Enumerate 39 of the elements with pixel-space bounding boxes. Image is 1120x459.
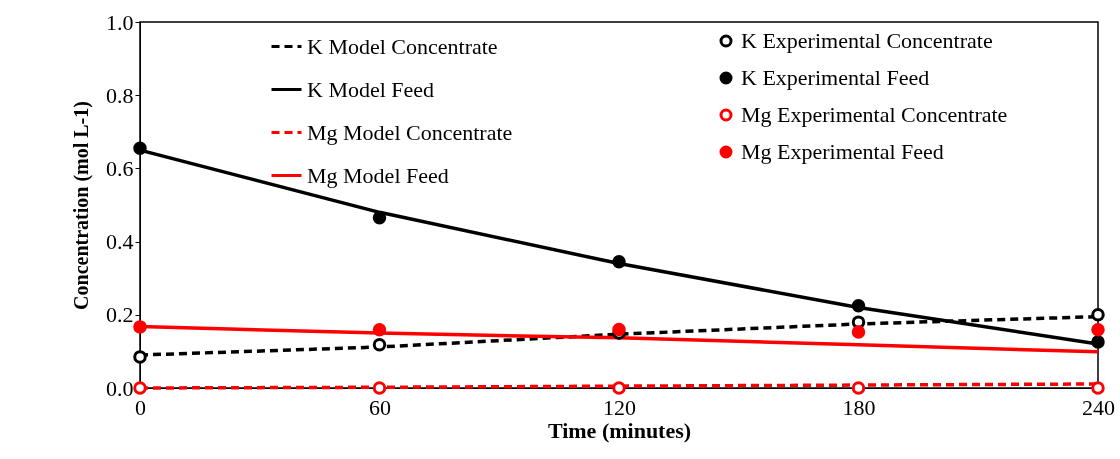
point: [612, 322, 626, 337]
legend-label: Mg Experimental Concentrate: [741, 102, 1008, 127]
legend-label: K Experimental Feed: [741, 65, 930, 90]
x-tick-label: 0: [135, 394, 146, 420]
y-tick-label: 0.2: [106, 302, 134, 328]
point: [612, 381, 626, 395]
point: [372, 323, 387, 337]
point: [851, 298, 866, 313]
y-tick-label: 0.4: [106, 229, 134, 255]
point: [851, 381, 866, 395]
y-axis-title: Concentration (mol L-1): [70, 101, 93, 310]
point: [851, 325, 866, 339]
legend-label: Mg Model Feed: [307, 162, 449, 188]
x-tick-label: 120: [603, 394, 636, 420]
point: [372, 211, 387, 225]
legend-label: K Model Concentrate: [307, 33, 498, 59]
x-axis-title: Time (minutes): [547, 417, 692, 443]
legend-label: Mg Model Concentrate: [307, 119, 513, 145]
point: [1091, 381, 1105, 395]
point: [372, 381, 387, 395]
legend-label: K Model Feed: [307, 76, 435, 102]
point: [1091, 335, 1105, 349]
y-tick-label: 0.8: [106, 82, 134, 108]
x-tick-label: 180: [842, 394, 876, 420]
y-tick-label: 0.6: [106, 155, 134, 181]
point: [133, 320, 147, 334]
x-tick-label: 60: [369, 394, 391, 420]
legend-label: Mg Experimental Feed: [741, 139, 944, 164]
y-tick-label: 1.0: [106, 9, 134, 35]
point: [133, 141, 147, 155]
point: [1091, 308, 1105, 322]
y-tick-label: 0.0: [106, 375, 134, 401]
point: [1091, 323, 1105, 337]
point: [133, 350, 147, 364]
x-tick-label: 240: [1082, 394, 1115, 420]
point: [133, 381, 147, 395]
legend-label: K Experimental Concentrate: [741, 28, 993, 53]
point: [612, 255, 626, 269]
point: [372, 338, 387, 352]
